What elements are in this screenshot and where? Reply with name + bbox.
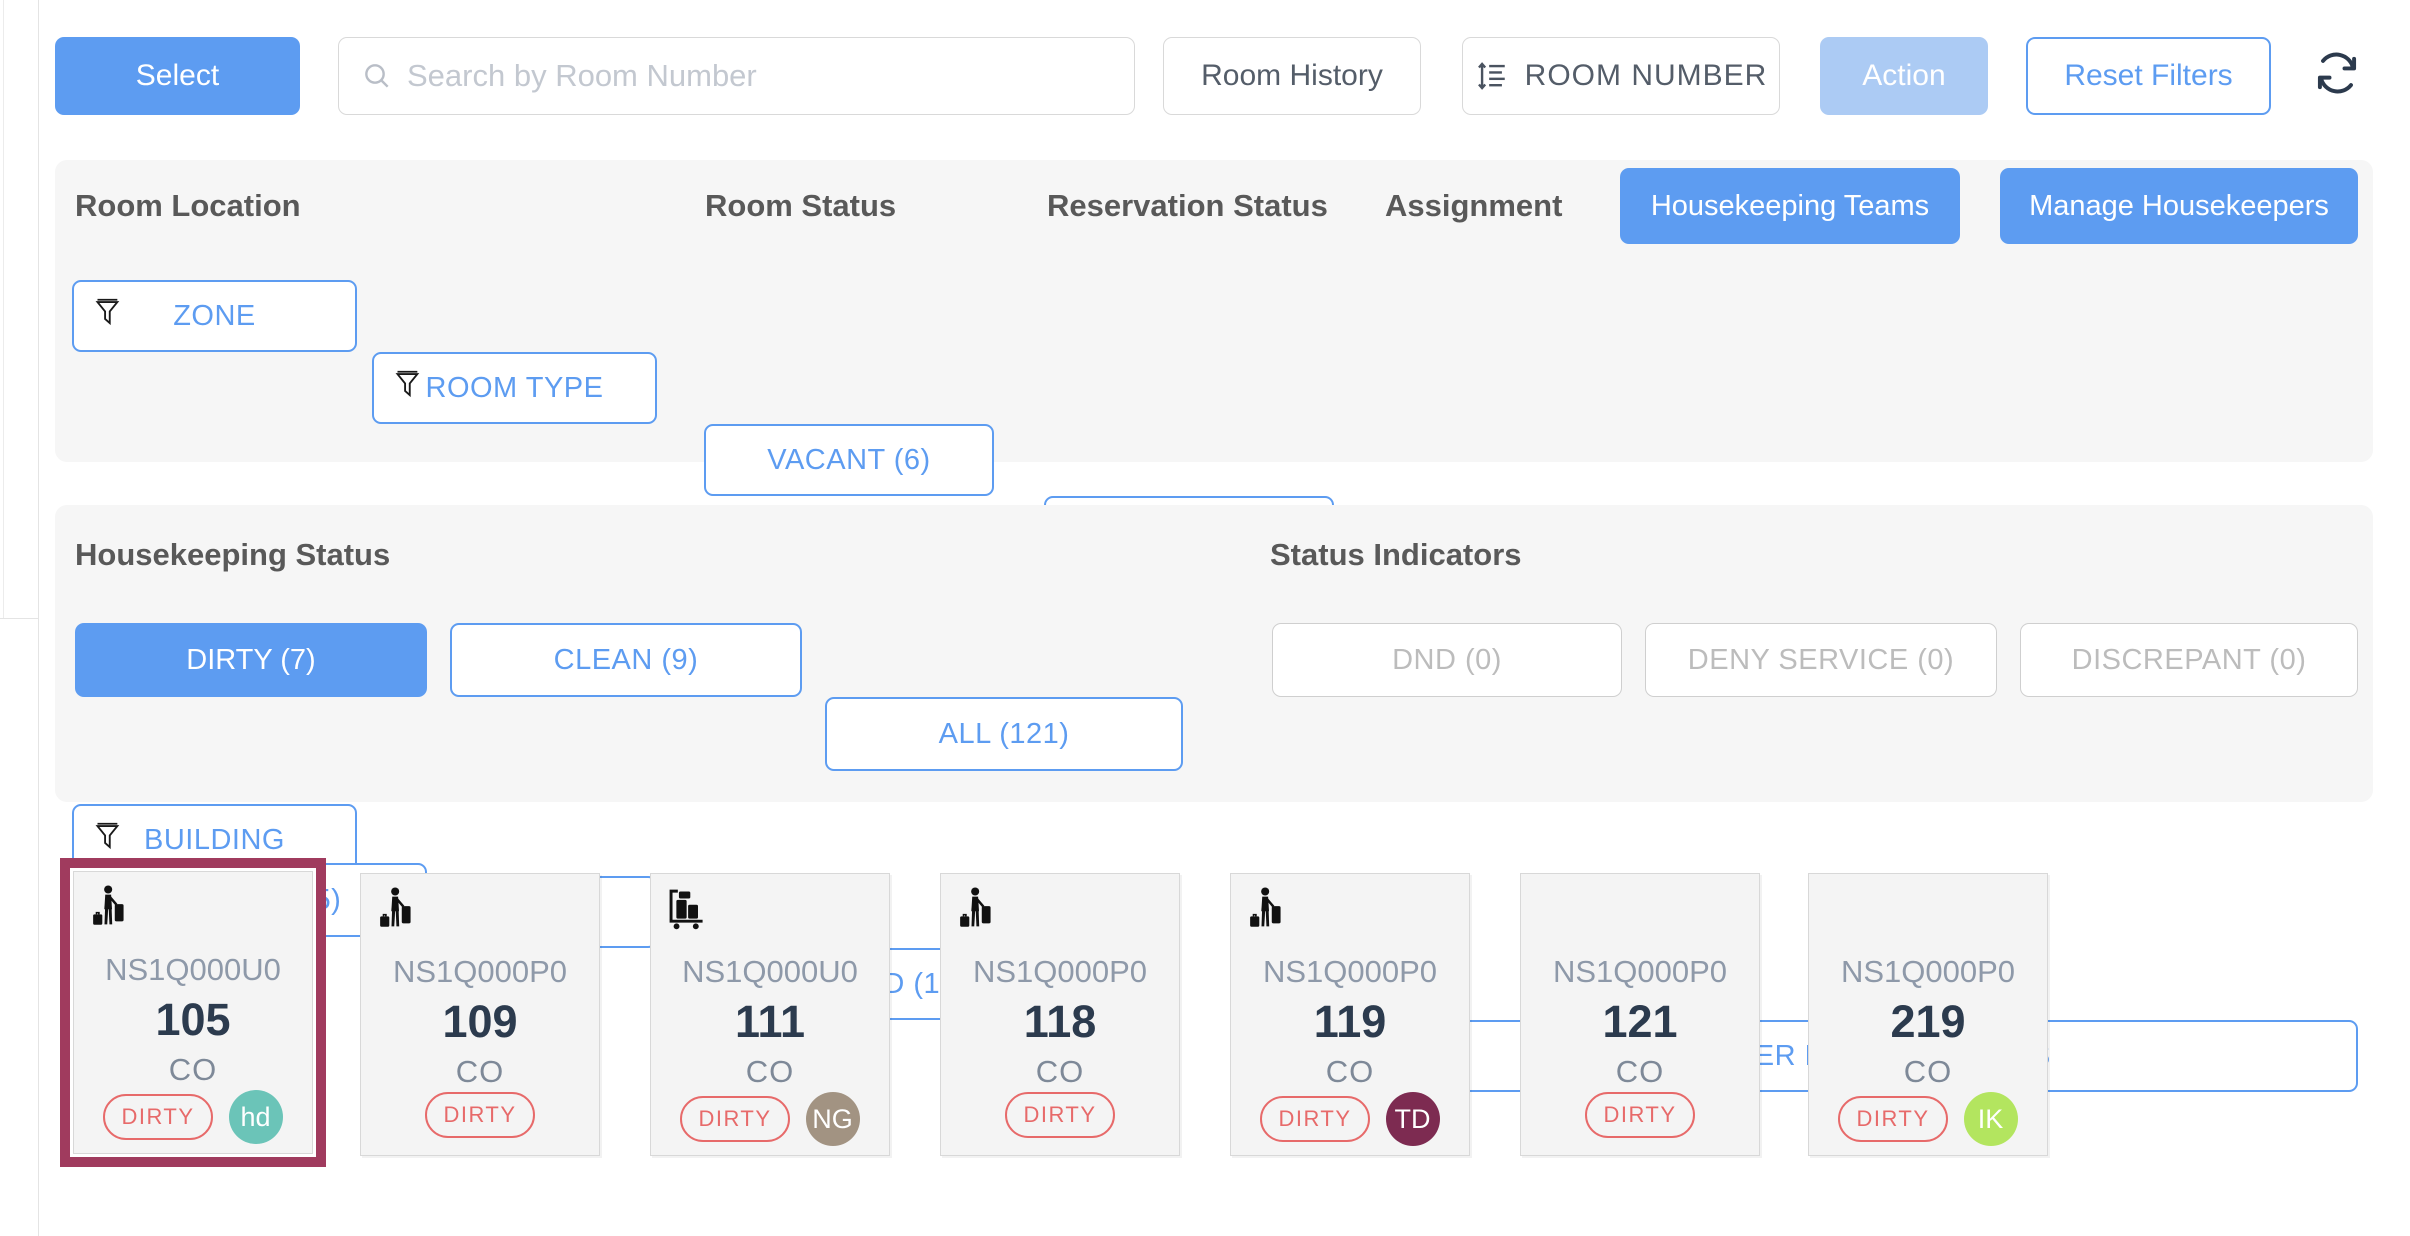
room-card[interactable]: NS1Q000P0 219 CO DIRTY IK	[1808, 873, 2048, 1156]
room-location-title: Room Location	[75, 188, 301, 223]
room-card[interactable]: NS1Q000U0 111 CO DIRTY NG	[650, 873, 890, 1156]
luggage-cart-icon	[665, 886, 709, 935]
dnd-filter-button: DND (0)	[1272, 623, 1622, 697]
housekeeping-status-panel: Housekeeping Status Status Indicators DI…	[55, 505, 2373, 937]
room-number: 111	[734, 996, 806, 1047]
building-filter-label: BUILDING	[144, 823, 285, 856]
search-icon	[361, 60, 393, 92]
reservation-code: CO	[1903, 1054, 1953, 1089]
reservation-status-title: Reservation Status	[1047, 188, 1328, 223]
refresh-icon[interactable]	[2312, 48, 2362, 98]
housekeeper-badge: hd	[228, 1090, 283, 1144]
room-type-code: NS1Q000P0	[1262, 954, 1438, 989]
assignment-title: Assignment	[1385, 188, 1563, 223]
dirty-status-pill: DIRTY	[680, 1096, 790, 1142]
room-type-code: NS1Q000P0	[392, 954, 568, 989]
housekeeper-badge: NG	[805, 1092, 860, 1146]
sidebar-divider	[0, 618, 38, 619]
manage-housekeepers-button[interactable]: Manage Housekeepers	[2000, 168, 2358, 244]
dirty-status-pill: DIRTY	[1838, 1096, 1948, 1142]
room-status-title: Room Status	[705, 188, 897, 223]
room-card[interactable]: NS1Q000P0 109 CO DIRTY	[360, 873, 600, 1156]
room-type-code: NS1Q000P0	[1552, 954, 1728, 989]
reservation-code: CO	[745, 1054, 795, 1089]
clean-filter-button[interactable]: CLEAN (9)	[450, 623, 802, 697]
filter-funnel-icon	[94, 296, 122, 336]
search-input[interactable]	[407, 58, 1112, 94]
room-card[interactable]: NS1Q000P0 119 CO DIRTY TD	[1230, 873, 1470, 1156]
filter-funnel-icon	[394, 368, 422, 408]
room-card[interactable]: NS1Q000U0 105 CO DIRTY hd	[73, 871, 313, 1154]
reservation-code: CO	[168, 1052, 218, 1087]
all-filter-button[interactable]: ALL (121)	[825, 697, 1183, 771]
housekeeper-badge: TD	[1385, 1092, 1440, 1146]
dirty-filter-button[interactable]: DIRTY (7)	[75, 623, 427, 697]
room-number: 109	[442, 996, 518, 1047]
discrepant-filter-button: DISCREPANT (0)	[2020, 623, 2358, 697]
reservation-code: CO	[1615, 1054, 1665, 1089]
room-card[interactable]: NS1Q000P0 118 CO DIRTY	[940, 873, 1180, 1156]
dirty-status-pill: DIRTY	[103, 1094, 213, 1140]
sidebar-edge-line	[3, 0, 4, 618]
room-history-button[interactable]: Room History	[1163, 37, 1421, 115]
dirty-status-pill: DIRTY	[1005, 1092, 1115, 1138]
all-filter-label: ALL (121)	[938, 717, 1070, 750]
room-number: 105	[155, 994, 231, 1045]
action-button: Action	[1820, 37, 1988, 115]
sort-lines-icon	[1475, 59, 1509, 93]
reservation-code: CO	[1035, 1054, 1085, 1089]
room-number: 121	[1602, 996, 1678, 1047]
person-with-luggage-icon	[88, 884, 132, 933]
content-divider	[38, 0, 39, 1236]
person-with-luggage-icon	[955, 886, 999, 935]
housekeeper-badge: IK	[1963, 1092, 2018, 1146]
status-indicators-title: Status Indicators	[1270, 537, 1522, 572]
dirty-status-pill: DIRTY	[1585, 1092, 1695, 1138]
zone-filter-label: ZONE	[173, 299, 256, 332]
deny-service-filter-button: DENY SERVICE (0)	[1645, 623, 1997, 697]
room-type-code: NS1Q000P0	[972, 954, 1148, 989]
search-box[interactable]	[338, 37, 1135, 115]
filter-funnel-icon	[94, 820, 122, 860]
sort-by-label: ROOM NUMBER	[1524, 59, 1768, 92]
dirty-status-pill: DIRTY	[1260, 1096, 1370, 1142]
room-number: 119	[1313, 996, 1387, 1047]
reservation-code: CO	[455, 1054, 505, 1089]
room-type-code: NS1Q000U0	[682, 954, 858, 989]
person-with-luggage-icon	[1245, 886, 1289, 935]
sort-by-button[interactable]: ROOM NUMBER	[1462, 37, 1780, 115]
reset-filters-button[interactable]: Reset Filters	[2026, 37, 2271, 115]
room-type-filter-button[interactable]: ROOM TYPE	[372, 352, 657, 424]
vacant-filter-button[interactable]: VACANT (6)	[704, 424, 994, 496]
filter-panel: Room Location Room Status Reservation St…	[55, 160, 2373, 1092]
zone-filter-button[interactable]: ZONE	[72, 280, 357, 352]
dirty-status-pill: DIRTY	[425, 1092, 535, 1138]
vacant-filter-label: VACANT (6)	[767, 443, 931, 476]
room-type-code: NS1Q000U0	[105, 952, 281, 987]
room-number: 118	[1023, 996, 1097, 1047]
room-card-105-selected-frame[interactable]: NS1Q000U0 105 CO DIRTY hd	[60, 858, 326, 1167]
room-type-code: NS1Q000P0	[1840, 954, 2016, 989]
clean-filter-label: CLEAN (9)	[553, 643, 699, 676]
room-type-filter-label: ROOM TYPE	[425, 371, 604, 404]
room-number: 219	[1890, 996, 1966, 1047]
reservation-code: CO	[1325, 1054, 1375, 1089]
person-with-luggage-icon	[375, 886, 419, 935]
room-card[interactable]: NS1Q000P0 121 CO DIRTY	[1520, 873, 1760, 1156]
select-button[interactable]: Select	[55, 37, 300, 115]
housekeeping-status-title: Housekeeping Status	[75, 537, 391, 572]
housekeeping-teams-button[interactable]: Housekeeping Teams	[1620, 168, 1960, 244]
